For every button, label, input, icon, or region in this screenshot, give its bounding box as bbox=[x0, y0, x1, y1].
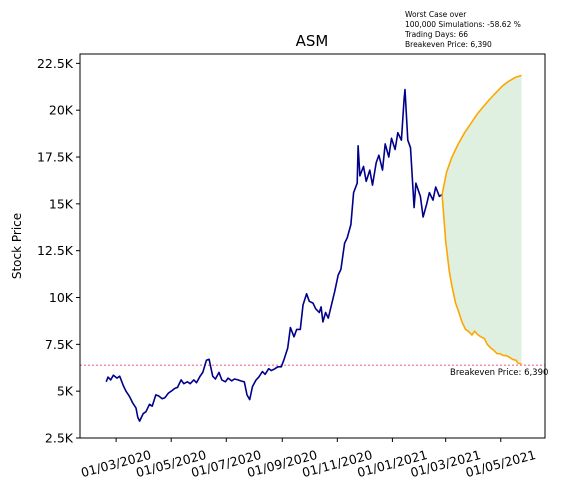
y-tick-label-4: 12.5K bbox=[37, 243, 74, 258]
simulation-annotation: Worst Case over 100,000 Simulations: -58… bbox=[404, 10, 521, 49]
chart-title: ASM bbox=[296, 32, 329, 50]
y-tick-label-7: 20K bbox=[49, 103, 74, 118]
y-tick-label-2: 7.5K bbox=[45, 337, 74, 352]
history-line bbox=[105, 88, 443, 422]
plot-frame bbox=[79, 53, 546, 439]
y-tick-label-6: 17.5K bbox=[37, 150, 74, 165]
series-layer bbox=[105, 74, 522, 422]
y-tick-label-8: 22.5K bbox=[37, 56, 74, 71]
annotation-line-3: Trading Days: 66 bbox=[404, 30, 468, 39]
breakeven-label: Breakeven Price: 6,390 bbox=[450, 368, 548, 378]
annotation-line-2: 100,000 Simulations: -58.62 % bbox=[405, 20, 521, 29]
y-tick-label-3: 10K bbox=[49, 290, 74, 305]
y-tick-label-0: 2.5K bbox=[45, 431, 74, 446]
projection-band bbox=[442, 75, 522, 364]
annotation-line-4: Breakeven Price: 6,390 bbox=[405, 40, 492, 49]
y-axis-label: Stock Price bbox=[10, 213, 24, 279]
projection-band-layer bbox=[442, 75, 522, 364]
projection-upper-line bbox=[441, 74, 522, 195]
y-axis: 2.5K 5K 7.5K 10K 12.5K 15K 17.5K 20K 22.5K bbox=[37, 56, 80, 446]
y-tick-label-5: 15K bbox=[49, 196, 74, 211]
x-axis: 01/03/202001/05/202001/07/202001/09/2020… bbox=[79, 438, 537, 480]
projection-lower-line bbox=[441, 194, 522, 365]
annotation-line-1: Worst Case over bbox=[405, 10, 467, 19]
y-tick-label-1: 5K bbox=[57, 384, 74, 399]
